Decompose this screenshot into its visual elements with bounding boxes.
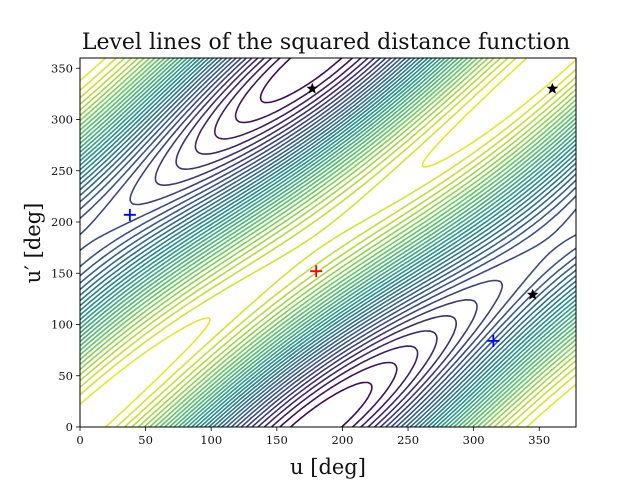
x-tick-label: 0: [76, 433, 83, 447]
y-tick-label: 100: [51, 318, 73, 332]
x-tick-label: 100: [200, 433, 222, 447]
plus-marker: [310, 265, 323, 278]
contour-lines: [80, 58, 576, 427]
y-tick-label: 300: [51, 113, 73, 127]
y-axis-ticks: 0 50 100 150 200 250 300 350: [51, 61, 80, 434]
y-tick-label: 150: [51, 266, 73, 280]
contour-level-line: [80, 58, 576, 427]
y-tick-label: 200: [51, 215, 73, 229]
contour-level-line: [80, 58, 576, 427]
y-axis-label: u′ [deg]: [21, 203, 45, 284]
star-marker: [546, 82, 559, 94]
contour-level-line: [80, 58, 576, 427]
contour-level-line: [80, 58, 576, 427]
star-marker: [306, 82, 318, 94]
plus-marker: [123, 208, 136, 221]
contour-level-line: [80, 58, 576, 427]
x-tick-label: 250: [397, 433, 419, 447]
y-tick-label: 50: [58, 369, 73, 383]
contour-level-line: [80, 58, 576, 427]
y-tick-label: 250: [51, 164, 73, 178]
markers-layer: [123, 82, 559, 347]
x-tick-label: 150: [266, 433, 288, 447]
contour-level-line: [80, 58, 576, 427]
chart-title: Level lines of the squared distance func…: [82, 30, 570, 55]
contour-level-line: [80, 58, 576, 427]
plot-frame: [79, 57, 577, 428]
contour-level-line: [80, 58, 576, 427]
contour-level-line: [154, 58, 478, 427]
x-tick-label: 300: [463, 433, 485, 447]
plus-marker: [487, 334, 500, 347]
contour-level-line: [80, 58, 576, 427]
y-tick-label: 0: [66, 420, 73, 434]
star-marker: [526, 288, 539, 300]
contour-level-line: [129, 58, 503, 427]
contour-level-line: [80, 58, 576, 427]
x-axis-label: u [deg]: [290, 455, 366, 479]
contour-level-line: [80, 58, 576, 427]
x-tick-label: 50: [138, 433, 153, 447]
x-axis-ticks: 0 50 100 150 200 250 300 350: [76, 427, 550, 447]
x-tick-label: 350: [528, 433, 550, 447]
contour-level-line: [80, 58, 576, 427]
contour-level-line: [80, 58, 576, 427]
x-tick-label: 200: [331, 433, 353, 447]
contour-level-line: [80, 58, 576, 427]
y-tick-label: 350: [51, 61, 73, 75]
contour-level-line: [80, 58, 576, 427]
